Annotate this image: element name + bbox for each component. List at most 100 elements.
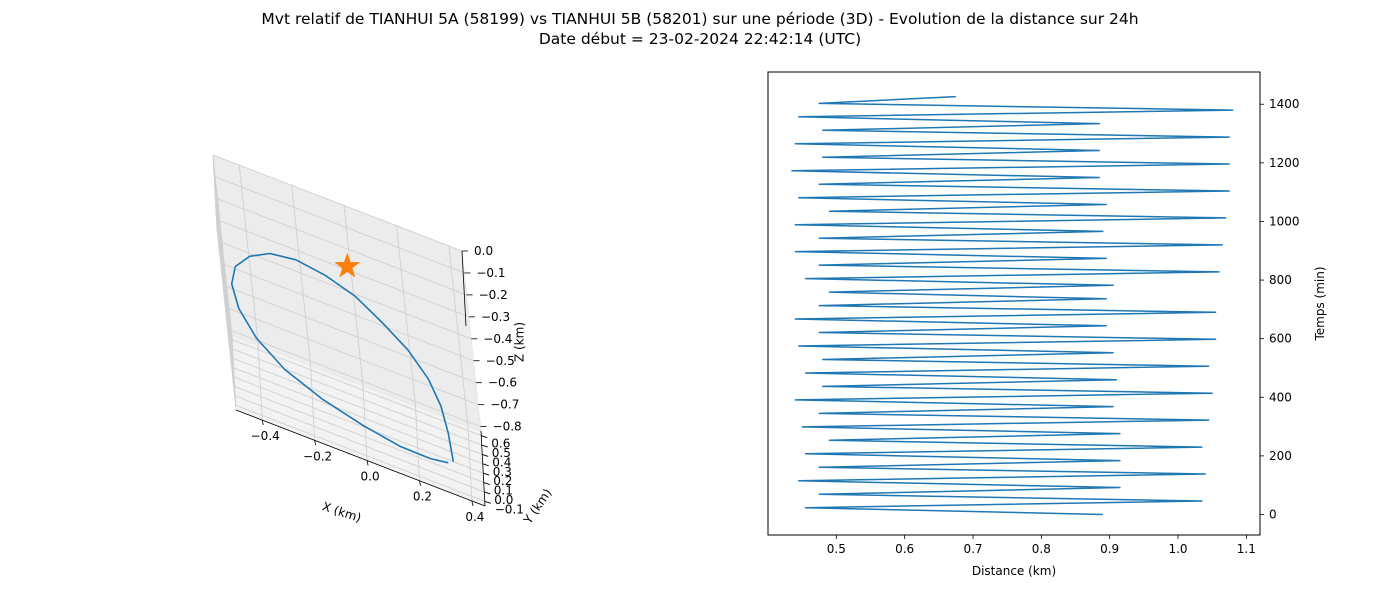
y-tick-label: 0.3 xyxy=(493,465,512,479)
y-tick-label: 0.1 xyxy=(494,484,513,498)
figure-title: Mvt relatif de TIANHUI 5A (58199) vs TIA… xyxy=(261,10,1139,28)
x-tick-label: 1.1 xyxy=(1237,542,1256,556)
y-tick-label: 800 xyxy=(1269,273,1292,287)
grid-line-z xyxy=(215,176,465,274)
chart-3d-relative-motion: −0.4−0.20.00.20.4−0.10.00.10.20.30.40.50… xyxy=(212,154,554,527)
figure-subtitle: Date début = 23-02-2024 22:42:14 (UTC) xyxy=(538,30,862,48)
grid-line-z xyxy=(231,330,236,406)
grid-line-x xyxy=(448,245,469,426)
axes-frame xyxy=(767,71,1261,536)
grid-line-x xyxy=(238,165,259,346)
z-tick-label: −0.4 xyxy=(483,332,512,346)
z-tick-label: −0.8 xyxy=(493,420,522,434)
grid-line-y xyxy=(233,358,483,455)
z-tick-label: −0.1 xyxy=(476,266,505,280)
y-tick-label: 0 xyxy=(1269,507,1277,521)
x-tick-label: 0.0 xyxy=(361,470,380,484)
data-group xyxy=(230,252,455,464)
x-axis-label: X (km) xyxy=(321,499,363,525)
grid-line-x xyxy=(362,385,368,461)
z-axis-line xyxy=(461,250,467,327)
z-axis-label: Z (km) xyxy=(513,322,527,362)
y-tick-label: 0.0 xyxy=(494,493,513,507)
z-tick-label: −0.2 xyxy=(479,288,508,302)
y-axis-line xyxy=(480,430,486,507)
grid-line-z xyxy=(224,264,474,362)
y-tick-label: 400 xyxy=(1269,390,1292,404)
grid-line-z xyxy=(219,220,225,296)
grid-line-z xyxy=(226,286,477,384)
y-tick xyxy=(484,491,491,495)
y-tick-label: 0.6 xyxy=(491,437,510,451)
y-tick-label: 1000 xyxy=(1269,214,1300,228)
grid-line-z xyxy=(228,308,234,384)
grid-line-y xyxy=(234,376,484,474)
grid-line-y xyxy=(232,339,482,437)
y-tick xyxy=(482,454,489,457)
y-tick xyxy=(482,463,489,467)
grid-line-x xyxy=(310,365,316,441)
x-tick-label: 0.2 xyxy=(413,490,432,504)
plot-area xyxy=(767,71,1261,536)
grid-line-z xyxy=(212,154,218,231)
data-group xyxy=(791,95,1234,516)
y-axis-label: Y (km) xyxy=(520,486,554,527)
y-tick-label: 0.4 xyxy=(492,455,511,469)
y-tick xyxy=(481,444,488,448)
x-axis-line xyxy=(235,409,486,507)
grid-line-x xyxy=(257,345,263,421)
x-tick xyxy=(419,480,421,486)
x-tick xyxy=(314,440,317,446)
grid-line-z xyxy=(217,198,467,296)
y-axis-label: Temps (min) xyxy=(1313,266,1327,341)
y-tick xyxy=(483,472,490,476)
grid-line-z xyxy=(224,264,230,340)
z-tick-label: −0.5 xyxy=(486,354,515,368)
grid-line-x xyxy=(467,425,473,501)
grid-group xyxy=(212,154,485,502)
grid-line-z xyxy=(226,286,232,362)
grid-line-y xyxy=(233,367,483,465)
x-axis-label: Distance (km) xyxy=(972,564,1056,578)
axis-group: −0.4−0.20.00.20.4−0.10.00.10.20.30.40.50… xyxy=(235,244,554,527)
y-tick-label: 0.2 xyxy=(493,474,512,488)
grid-line-x xyxy=(291,185,312,366)
x-tick-label: −0.2 xyxy=(303,449,332,463)
grid-line-y xyxy=(235,404,485,502)
x-tick xyxy=(261,420,264,426)
grid-line-y xyxy=(234,386,484,483)
grid-line-z xyxy=(214,176,220,252)
y-tick-label: 0.5 xyxy=(492,446,511,460)
chart-distance-vs-time: 0.5 0.6 0.7 0.8 0.9 1.0 1.1 0 200 400 600 800 1000 12… xyxy=(767,71,1327,578)
y-tick xyxy=(481,435,488,439)
z-tick-label: −0.7 xyxy=(490,398,519,412)
x-tick xyxy=(471,500,474,507)
trajectory-line xyxy=(230,252,455,464)
x-tick-label: −0.4 xyxy=(251,429,280,443)
reference-star-marker xyxy=(334,252,361,278)
x-tick-label: 0.5 xyxy=(827,542,846,556)
x-tick-label: 0.8 xyxy=(1032,542,1051,556)
z-tick-label: −0.3 xyxy=(481,310,510,324)
x-tick xyxy=(366,460,369,466)
x-tick-label: 0.9 xyxy=(1100,542,1119,556)
x-tick-label: 1.0 xyxy=(1168,542,1187,556)
z-tick-label: −0.6 xyxy=(488,376,517,390)
x-tick-label: 0.4 xyxy=(465,510,484,524)
y-tick-label: 1200 xyxy=(1269,156,1300,170)
y-tick-label: 200 xyxy=(1269,449,1292,463)
x-tick-label: 0.7 xyxy=(963,542,982,556)
grid-line-z xyxy=(231,330,481,428)
grid-line-x xyxy=(396,225,416,406)
grid-line-z xyxy=(229,308,479,406)
grid-line-z xyxy=(212,154,463,252)
y-tick xyxy=(484,500,491,504)
z-tick-label: 0.0 xyxy=(474,244,493,258)
grid-line-y xyxy=(235,395,485,493)
grid-line-z xyxy=(221,242,227,318)
y-tick xyxy=(483,482,490,485)
x-tick-label: 0.6 xyxy=(895,542,914,556)
grid-line-z xyxy=(217,198,223,274)
axis-group: 0.5 0.6 0.7 0.8 0.9 1.0 1.1 0 200 400 600 800 1000 12… xyxy=(827,97,1327,578)
